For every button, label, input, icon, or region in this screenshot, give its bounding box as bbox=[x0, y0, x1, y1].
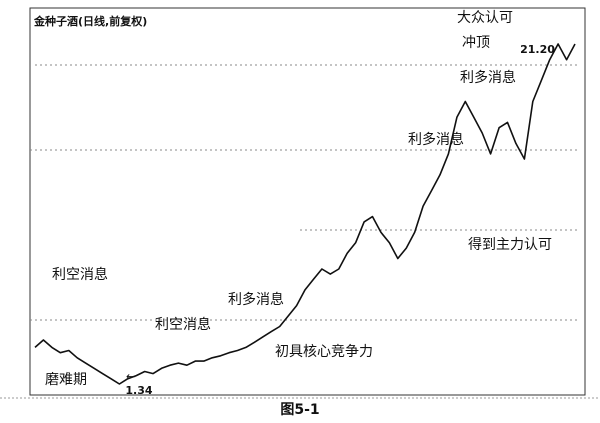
annotation: 利空消息 bbox=[52, 266, 108, 283]
annotation: 得到主力认可 bbox=[468, 236, 552, 253]
annotation: 初具核心竞争力 bbox=[275, 343, 373, 360]
annotation: 大众认可 bbox=[457, 10, 513, 26]
price-line bbox=[34, 43, 576, 385]
annotation: 利空消息 bbox=[155, 316, 211, 333]
chart-title: 金种子酒(日线,前复权) bbox=[33, 14, 147, 28]
annotation: 磨难期 bbox=[45, 372, 87, 388]
value-label: 21.20 bbox=[520, 43, 555, 56]
annotation: 利多消息 bbox=[408, 131, 464, 148]
annotation: 冲顶 bbox=[462, 35, 490, 51]
frame bbox=[29, 7, 586, 396]
annotation: 利多消息 bbox=[460, 69, 516, 86]
arrow: ← bbox=[126, 370, 136, 384]
caption: 图5-1 bbox=[280, 402, 319, 418]
annotation: 利多消息 bbox=[228, 291, 284, 308]
value-label: 1.34 bbox=[125, 384, 152, 397]
